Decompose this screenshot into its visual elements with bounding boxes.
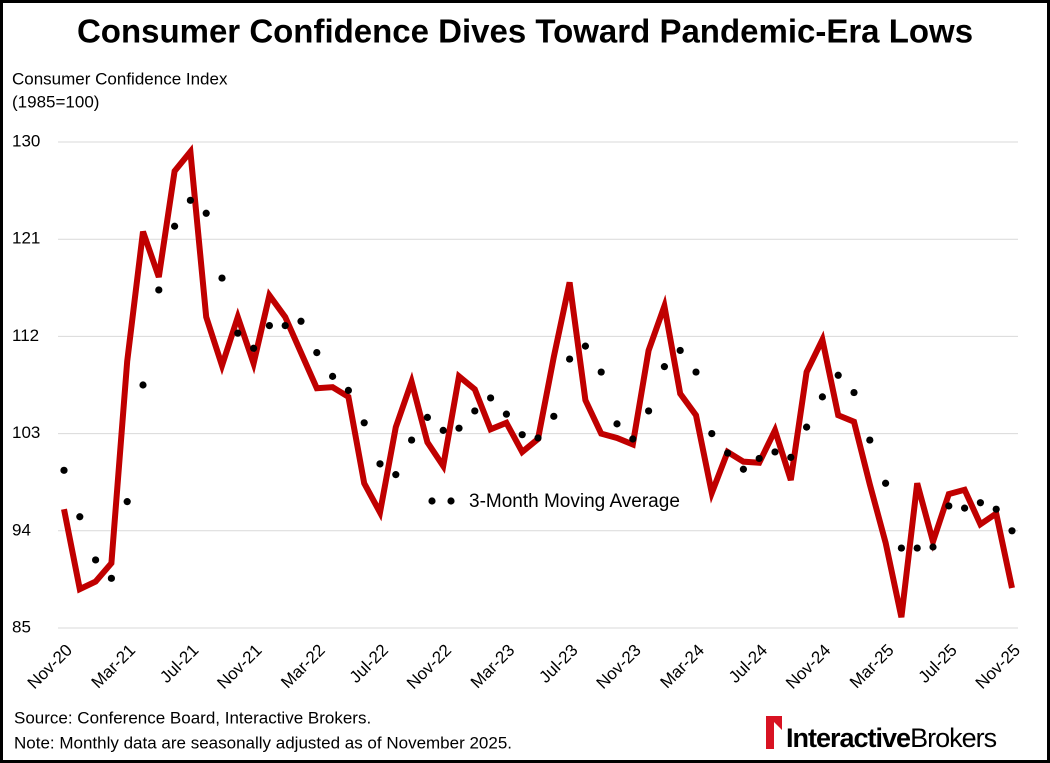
ma-dot — [771, 448, 779, 456]
ma-dot — [423, 413, 431, 421]
ma-dot — [455, 424, 463, 432]
ma-dot — [566, 355, 574, 363]
source: Source: Conference Board, Interactive Br… — [14, 708, 371, 727]
logo: InteractiveBrokers — [766, 716, 998, 753]
ma-dot — [803, 423, 811, 431]
y-tick-label: 121 — [12, 229, 40, 248]
legend-dot — [428, 497, 436, 505]
chart-title: Consumer Confidence Dives Toward Pandemi… — [77, 13, 973, 50]
ma-dot — [534, 434, 542, 442]
ma-dot — [186, 196, 194, 204]
ma-dot — [171, 222, 179, 230]
y-tick-label: 85 — [12, 617, 31, 636]
ma-dot — [439, 426, 447, 434]
y-tick-label: 103 — [12, 423, 40, 442]
logo-text: InteractiveBrokers — [786, 723, 997, 753]
ma-dot — [913, 544, 921, 552]
logo-icon — [766, 716, 782, 749]
ma-dot — [866, 436, 874, 444]
ma-dot — [834, 371, 842, 379]
legend-dot — [447, 497, 455, 505]
ma-dot — [471, 407, 479, 415]
logo-bold: Interactive — [786, 723, 911, 753]
ma-dot — [92, 556, 100, 564]
ma-dot — [945, 502, 953, 510]
ma-dot — [344, 386, 352, 394]
ma-dot — [787, 453, 795, 461]
ma-dot — [518, 431, 526, 439]
ma-dot — [692, 368, 700, 376]
ma-dot — [708, 430, 716, 438]
ma-dot — [155, 286, 163, 294]
ma-dot — [265, 322, 273, 330]
ma-dot — [676, 346, 684, 355]
ma-dot — [724, 449, 732, 457]
ma-dot — [60, 466, 68, 474]
ma-dot — [597, 368, 605, 376]
ma-dot — [882, 479, 890, 487]
ma-dot — [250, 344, 258, 352]
ma-dot — [992, 505, 1000, 513]
y-axis-label: Consumer Confidence Index — [12, 69, 228, 88]
ma-dot — [755, 454, 763, 463]
ma-dot — [961, 504, 969, 512]
ma-dot — [850, 388, 858, 397]
ma-dot — [929, 543, 937, 551]
y-axis-label: (1985=100) — [12, 92, 99, 111]
ma-dot — [392, 471, 400, 479]
ma-dot — [376, 460, 384, 468]
ma-dot — [281, 322, 289, 330]
y-tick-label: 112 — [12, 326, 39, 345]
ma-dot — [313, 349, 321, 357]
ma-dot — [629, 435, 637, 443]
ma-dot — [218, 274, 226, 282]
ma-dot — [976, 499, 985, 507]
ma-dot — [645, 407, 653, 415]
ma-dot — [739, 465, 748, 473]
y-tick-label: 130 — [12, 131, 40, 150]
ma-dot — [897, 544, 906, 552]
ma-dot — [123, 498, 131, 506]
ma-dot — [234, 329, 242, 337]
ma-dot — [613, 420, 621, 428]
ma-dot — [202, 209, 210, 217]
ma-dot — [550, 412, 558, 420]
ma-dot — [660, 363, 669, 371]
logo-regular: Brokers — [910, 723, 997, 753]
ma-dot — [360, 419, 368, 427]
y-tick-label: 94 — [12, 520, 31, 539]
ma-dot — [581, 342, 590, 350]
legend-label: 3-Month Moving Average — [469, 491, 680, 512]
ma-dot — [1008, 527, 1016, 535]
ma-dot — [818, 393, 827, 401]
ma-dot — [107, 574, 115, 582]
note: Note: Monthly data are seasonally adjust… — [14, 733, 512, 752]
ma-dot — [297, 317, 305, 325]
ma-dot — [487, 394, 495, 402]
ma-dot — [139, 381, 147, 389]
ma-dot — [408, 436, 416, 444]
ma-dot — [329, 372, 337, 380]
ma-dot — [76, 513, 84, 521]
ma-dot — [502, 410, 510, 418]
